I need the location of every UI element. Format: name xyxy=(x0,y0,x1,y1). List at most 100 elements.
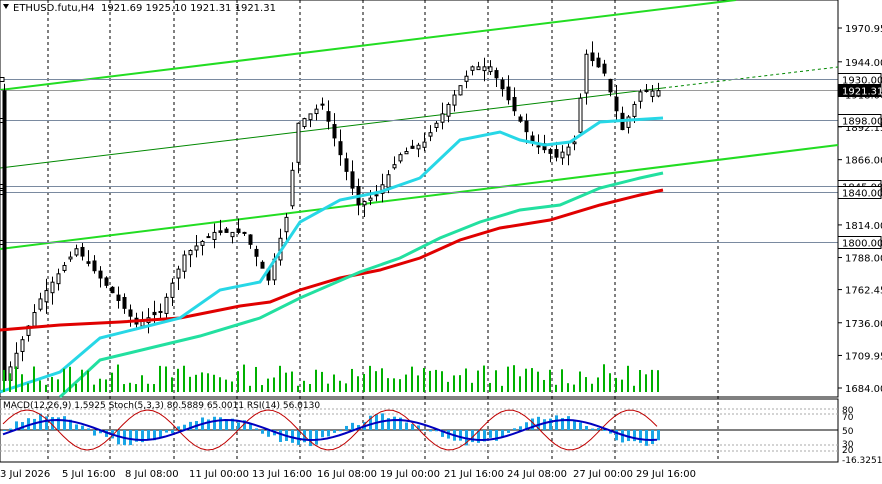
candle-bear xyxy=(236,228,241,233)
candle-bull xyxy=(482,66,487,72)
volume-bar xyxy=(183,365,185,392)
macd-histogram-bar xyxy=(27,418,30,430)
candle-bull xyxy=(428,132,433,137)
time-tick-label: 16 Jul 08:00 xyxy=(317,469,377,480)
macd-histogram-bar xyxy=(165,430,168,433)
macd-histogram-bar xyxy=(471,430,474,443)
macd-histogram-bar xyxy=(297,430,300,445)
volume-bar xyxy=(21,374,23,392)
candle-bear xyxy=(338,141,343,156)
volume-bar xyxy=(45,384,47,392)
volume-bar xyxy=(153,384,155,392)
candle-bull xyxy=(368,197,373,201)
volume-bar xyxy=(57,379,59,392)
macd-histogram-bar xyxy=(483,430,486,442)
macd-histogram-bar xyxy=(501,430,504,437)
volume-bar xyxy=(123,384,125,392)
candle-bear xyxy=(260,261,265,269)
volume-bar xyxy=(279,365,281,392)
volume-bar xyxy=(453,375,455,392)
volume-bar xyxy=(597,377,599,392)
indicator-tick-label: 50 xyxy=(842,427,854,437)
volume-bars xyxy=(3,364,659,392)
price-tick-label: 1814.00 xyxy=(845,221,882,232)
candle-bull xyxy=(566,146,571,156)
volume-bar xyxy=(39,380,41,392)
macd-histogram-bar xyxy=(573,420,576,430)
candle-bear xyxy=(254,248,259,257)
macd-histogram-bar xyxy=(279,430,282,442)
volume-bar xyxy=(117,364,119,392)
volume-bar xyxy=(519,376,521,392)
candle-bear xyxy=(644,89,649,93)
volume-bar xyxy=(201,372,203,392)
volume-bar xyxy=(9,373,11,392)
macd-histogram-bar xyxy=(411,424,414,430)
volume-bar xyxy=(387,378,389,392)
candle-bear xyxy=(518,116,523,122)
candle-bull xyxy=(386,174,391,188)
volume-bar xyxy=(291,371,293,392)
macd-histogram-bar xyxy=(321,430,324,438)
candle-bull xyxy=(434,122,439,128)
level-handle[interactable] xyxy=(0,77,5,82)
candle-bear xyxy=(110,286,115,294)
main-plot-area[interactable] xyxy=(0,0,839,398)
macd-histogram-bar xyxy=(21,422,24,430)
volume-bar xyxy=(423,367,425,392)
macd-histogram-bar xyxy=(345,425,348,430)
macd-histogram-bar xyxy=(183,424,186,430)
candle-bear xyxy=(608,78,613,93)
candle-bull xyxy=(20,339,25,352)
macd-histogram-bar xyxy=(75,424,78,430)
candle-bear xyxy=(512,96,517,112)
candle-bear xyxy=(614,96,619,112)
candle-bull xyxy=(452,94,457,106)
volume-bar xyxy=(603,364,605,392)
macd-histogram-bar xyxy=(555,415,558,430)
volume-bar xyxy=(147,383,149,392)
macd-histogram-bar xyxy=(153,430,156,441)
candle-bull xyxy=(14,352,19,369)
volume-bar xyxy=(225,379,227,392)
macd-histogram-bar xyxy=(69,419,72,430)
volume-bar xyxy=(417,375,419,392)
volume-bar xyxy=(645,374,647,392)
macd-histogram-bar xyxy=(579,422,582,430)
volume-bar xyxy=(135,384,137,392)
candle-bear xyxy=(122,296,127,309)
volume-bar xyxy=(3,369,5,392)
candle-bull xyxy=(182,254,187,272)
collapse-arrow-icon[interactable] xyxy=(3,4,9,9)
macd-histogram-bar xyxy=(45,416,48,430)
symbol-label: ETHUSD.futu,H4 xyxy=(13,3,95,14)
macd-histogram-bar xyxy=(309,430,312,447)
volume-bar xyxy=(621,379,623,392)
macd-histogram-bar xyxy=(429,430,432,432)
price-tick-label: 1970.95 xyxy=(845,24,882,35)
level-tag-label: 1930.00 xyxy=(842,76,882,87)
volume-bar xyxy=(303,380,305,392)
macd-histogram-bar xyxy=(489,430,492,438)
volume-bar xyxy=(213,374,215,392)
candle-bear xyxy=(596,57,601,68)
volume-bar xyxy=(507,366,509,392)
volume-bar xyxy=(93,384,95,392)
candle-bull xyxy=(38,298,43,310)
macd-histogram-bar xyxy=(87,428,90,430)
candle-bull xyxy=(458,85,463,96)
candle-bull xyxy=(302,118,307,128)
macd-histogram-bar xyxy=(417,425,420,430)
macd-histogram-bar xyxy=(129,430,132,446)
candle-bull xyxy=(170,282,175,298)
volume-bar xyxy=(141,375,143,392)
candle-bull xyxy=(374,194,379,197)
volume-bar xyxy=(297,385,299,392)
volume-bar xyxy=(27,383,29,392)
volume-bar xyxy=(513,365,515,392)
volume-bar xyxy=(615,377,617,392)
candle-bull xyxy=(68,256,73,260)
macd-histogram-bar xyxy=(423,430,426,431)
